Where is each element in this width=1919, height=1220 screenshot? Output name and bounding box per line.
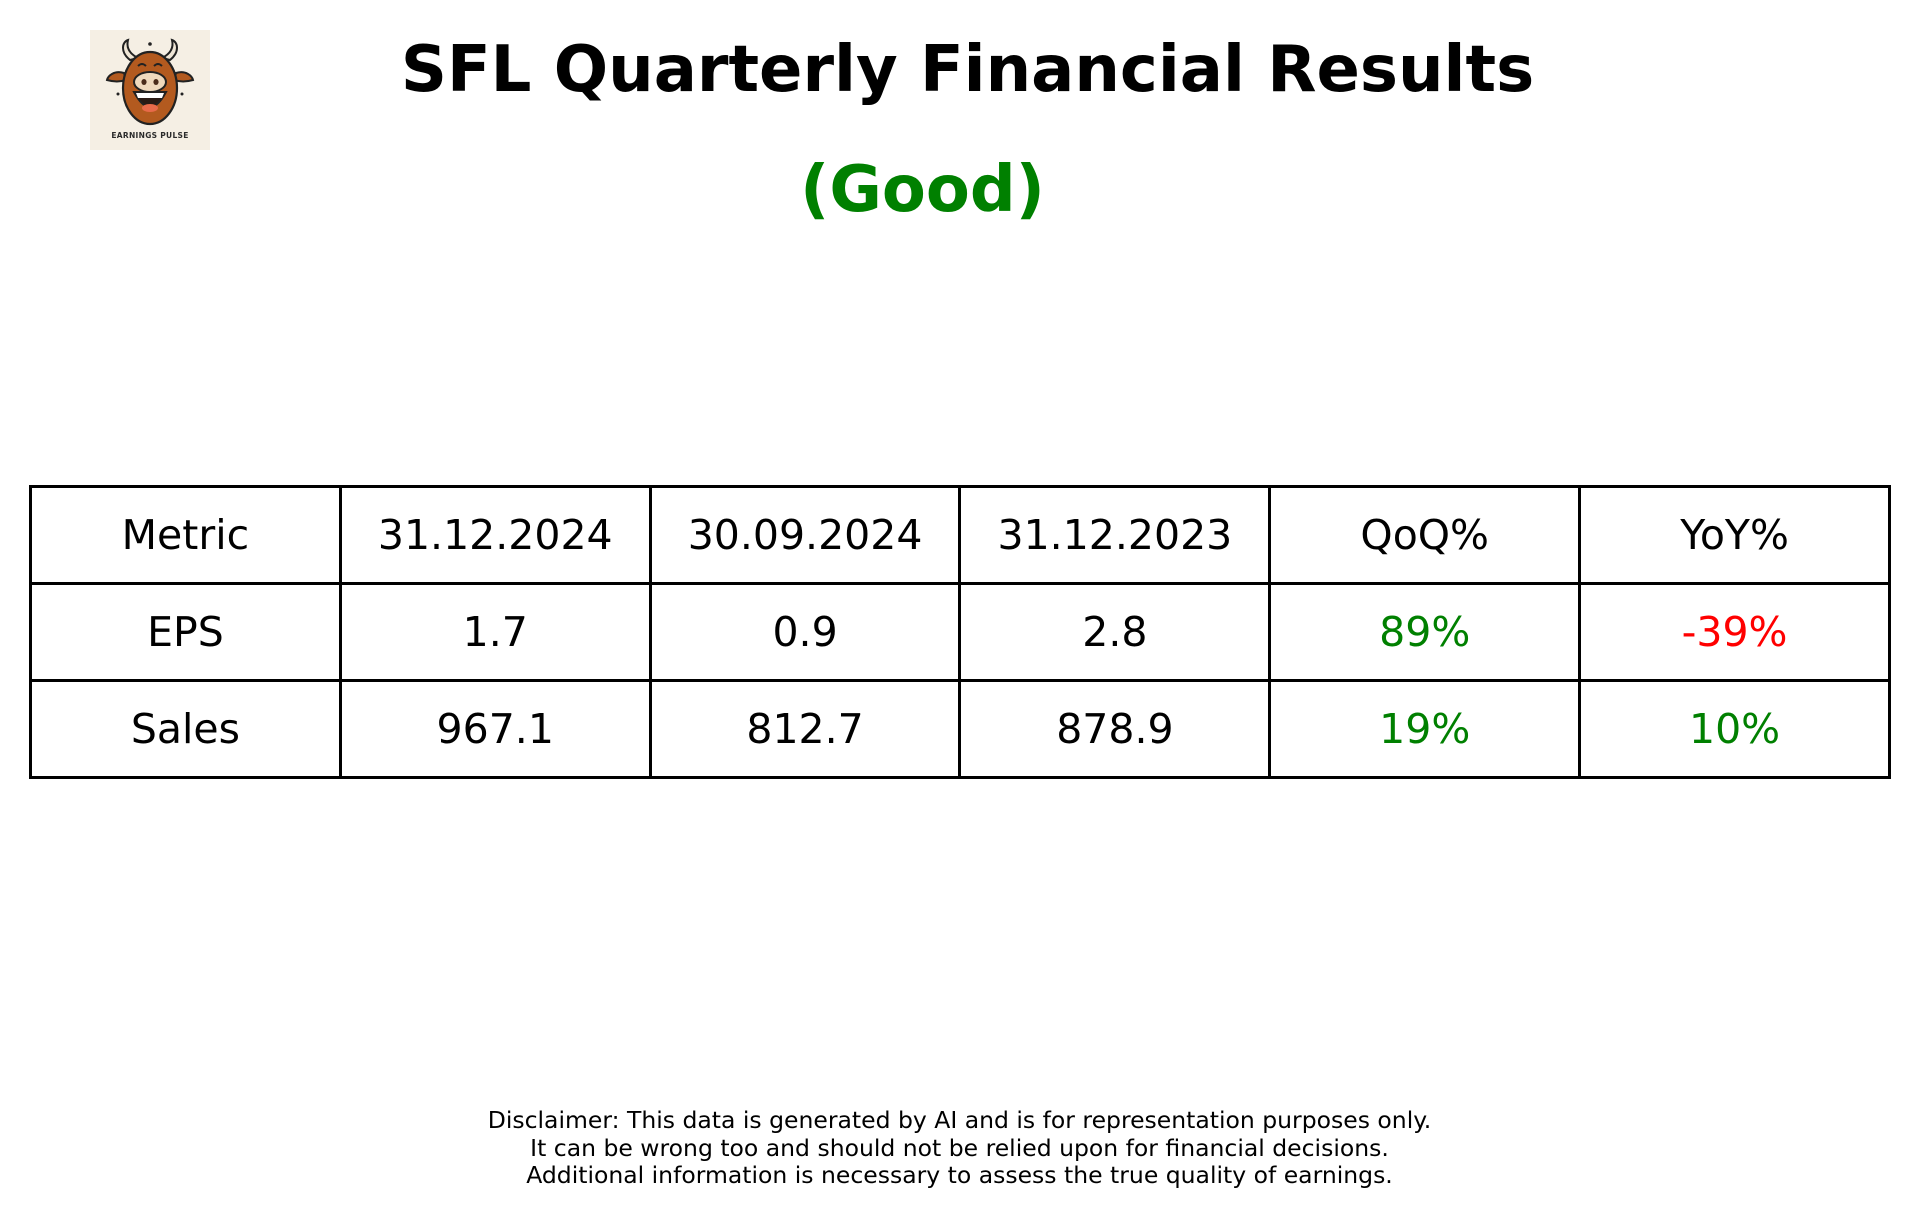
- disclaimer-line: It can be wrong too and should not be re…: [530, 1133, 1389, 1162]
- cell-metric: Sales: [29, 679, 342, 779]
- cell-previous-quarter: 0.9: [648, 582, 962, 682]
- cell-qoq: 89%: [1268, 582, 1582, 682]
- cell-metric: EPS: [29, 582, 342, 682]
- cell-previous-quarter: 812.7: [648, 679, 962, 779]
- disclaimer-line: Disclaimer: This data is generated by AI…: [487, 1106, 1432, 1134]
- cell-year-ago-quarter: 2.8: [958, 582, 1272, 682]
- disclaimer-line: Additional information is necessary to a…: [526, 1161, 1393, 1189]
- table-row-sales: Sales 967.1 812.7 878.9 19% 10%: [29, 679, 1891, 779]
- column-header-yoy: YoY%: [1578, 485, 1891, 585]
- cell-current-quarter: 1.7: [338, 582, 652, 682]
- earnings-pulse-logo: EARNINGS PULSE: [90, 30, 210, 150]
- column-header-year-ago-quarter: 31.12.2023: [958, 485, 1272, 585]
- page-title: SFL Quarterly Financial Results: [400, 33, 1535, 107]
- cell-yoy: -39%: [1578, 582, 1891, 682]
- disclaimer: Disclaimer: This data is generated by AI…: [0, 1106, 1919, 1190]
- column-header-previous-quarter: 30.09.2024: [648, 485, 962, 585]
- table-header-row: Metric 31.12.2024 30.09.2024 31.12.2023 …: [29, 485, 1891, 585]
- column-header-metric: Metric: [29, 485, 342, 585]
- cell-yoy: 10%: [1578, 679, 1891, 779]
- financial-results-table: Metric 31.12.2024 30.09.2024 31.12.2023 …: [29, 485, 1891, 779]
- bull-mascot-icon: [105, 38, 195, 126]
- cell-current-quarter: 967.1: [338, 679, 652, 779]
- rating-label: (Good): [800, 153, 1045, 227]
- table-row-eps: EPS 1.7 0.9 2.8 89% -39%: [29, 582, 1891, 682]
- column-header-qoq: QoQ%: [1268, 485, 1582, 585]
- cell-year-ago-quarter: 878.9: [958, 679, 1272, 779]
- column-header-current-quarter: 31.12.2024: [338, 485, 652, 585]
- logo-text: EARNINGS PULSE: [111, 131, 189, 140]
- cell-qoq: 19%: [1268, 679, 1582, 779]
